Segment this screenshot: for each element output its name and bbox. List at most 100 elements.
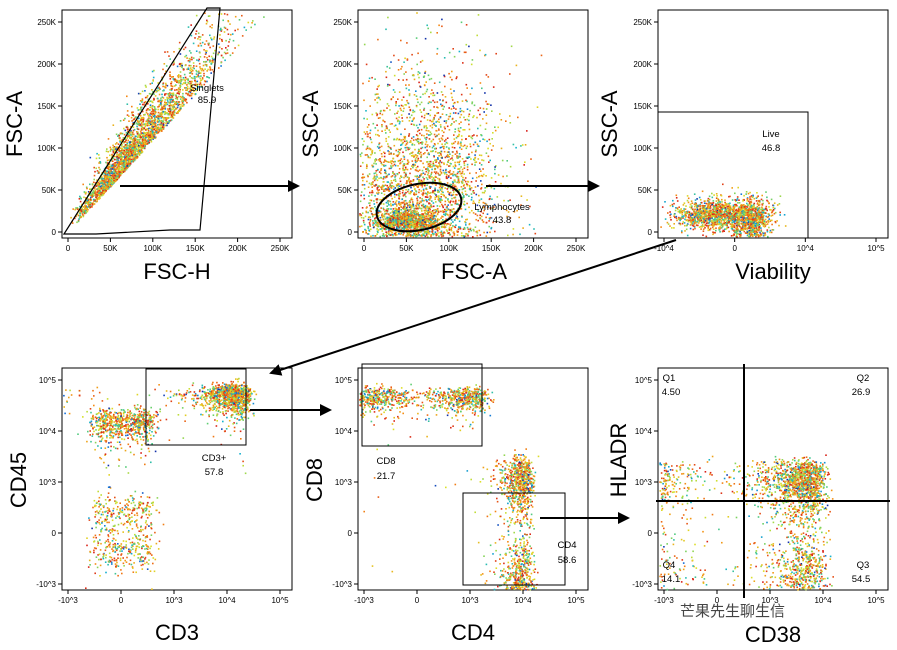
event-dot — [105, 179, 107, 181]
event-dot — [449, 214, 452, 217]
event-dot — [444, 96, 447, 98]
event-dot — [460, 186, 463, 188]
event-dot — [390, 180, 393, 182]
event-dot — [506, 175, 508, 177]
event-dot — [443, 226, 445, 228]
event-dot — [400, 140, 402, 142]
event-dot — [480, 134, 482, 136]
event-dot — [491, 110, 493, 112]
event-dot — [429, 119, 431, 122]
event-dot — [126, 150, 128, 153]
event-dot — [164, 101, 166, 103]
event-dot — [419, 197, 421, 199]
event-dot — [228, 41, 230, 43]
event-dot — [428, 217, 431, 219]
event-dot — [383, 158, 386, 161]
event-dot — [382, 181, 385, 183]
event-dot — [133, 141, 136, 144]
event-dot — [96, 179, 98, 181]
event-dot — [157, 106, 159, 108]
event-dot — [241, 35, 244, 37]
event-dot — [164, 108, 167, 110]
event-dot — [146, 131, 148, 134]
event-dot — [457, 179, 460, 182]
event-dot — [113, 171, 115, 173]
event-dot — [114, 169, 117, 171]
event-dot — [203, 49, 205, 51]
event-dot — [433, 190, 435, 192]
event-dot — [124, 159, 127, 162]
event-dot — [137, 92, 140, 95]
event-dot — [402, 141, 404, 144]
event-dot — [420, 207, 423, 210]
event-dot — [463, 51, 466, 54]
event-dot — [407, 179, 410, 182]
event-dot — [418, 234, 420, 236]
event-dot — [403, 164, 406, 167]
event-dot — [372, 177, 375, 180]
event-dot — [91, 183, 94, 185]
event-dot — [74, 208, 76, 211]
event-dot — [127, 139, 129, 142]
event-dot — [463, 173, 465, 175]
event-dot — [490, 177, 493, 179]
event-dot — [454, 131, 456, 133]
event-dot — [208, 42, 210, 45]
event-dot — [463, 204, 466, 206]
event-dot — [495, 220, 498, 222]
event-dot — [167, 113, 169, 115]
event-dot — [374, 213, 377, 216]
event-dot — [376, 225, 379, 228]
event-dot — [460, 166, 462, 168]
event-dot — [409, 108, 412, 111]
event-dot — [505, 209, 508, 212]
event-dot — [446, 163, 448, 166]
event-dot — [152, 119, 154, 122]
event-dot — [116, 159, 118, 161]
event-dot — [160, 124, 163, 127]
event-dot — [120, 159, 122, 161]
event-dot — [479, 124, 482, 127]
event-dot — [125, 151, 128, 154]
event-dot — [434, 193, 436, 195]
event-dot — [167, 108, 169, 110]
event-dot — [365, 210, 367, 213]
event-dot — [418, 72, 421, 74]
event-dot — [365, 229, 367, 232]
event-dot — [123, 145, 126, 148]
event-dot — [416, 98, 419, 101]
event-dot — [122, 153, 125, 156]
event-dot — [103, 175, 106, 177]
event-dot — [437, 197, 440, 199]
event-dot — [442, 108, 444, 110]
event-dot — [109, 173, 111, 176]
event-dot — [182, 95, 184, 98]
event-dot — [118, 176, 120, 179]
event-dot — [413, 156, 415, 158]
event-dot — [374, 176, 376, 178]
event-dot — [125, 158, 127, 160]
event-dot — [141, 118, 143, 121]
event-dot — [360, 194, 362, 197]
event-dot — [169, 102, 171, 105]
event-dot — [440, 181, 442, 184]
event-dot — [399, 149, 401, 151]
event-dot — [164, 86, 167, 89]
event-dot — [127, 159, 129, 162]
event-dot — [177, 75, 180, 78]
event-dot — [392, 203, 394, 206]
event-dot — [376, 101, 379, 104]
event-dot — [99, 161, 102, 163]
event-dot — [394, 187, 397, 189]
event-dot — [485, 108, 488, 110]
event-dot — [184, 55, 186, 58]
event-dot — [99, 192, 102, 195]
event-dot — [452, 112, 455, 114]
event-dot — [416, 141, 419, 143]
event-dot — [439, 189, 442, 191]
event-dot — [199, 66, 201, 68]
event-dot — [151, 135, 153, 137]
event-dot — [198, 75, 200, 78]
event-dot — [86, 199, 88, 202]
event-dot — [468, 123, 470, 126]
